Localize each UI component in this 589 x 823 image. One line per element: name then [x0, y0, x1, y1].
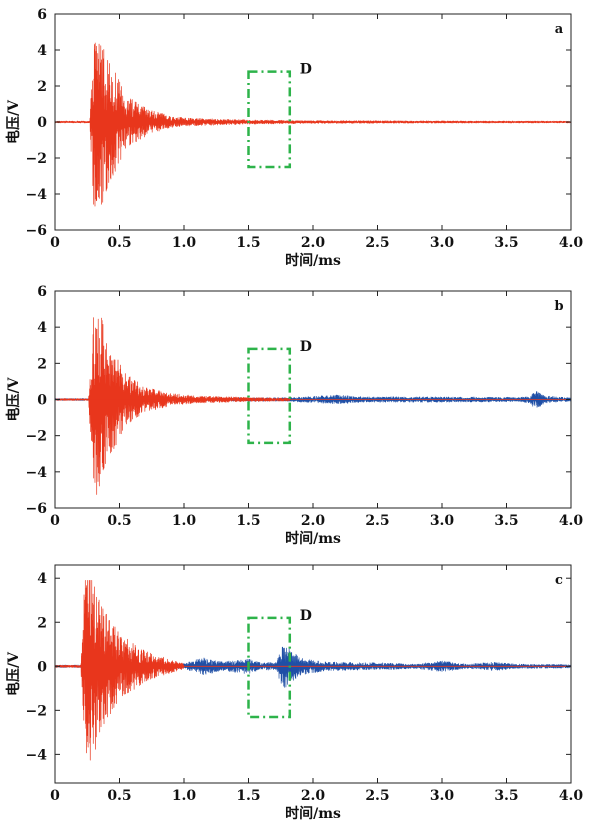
- y-axis-label: 电压/V: [5, 99, 22, 144]
- axes-frame: [54, 564, 572, 784]
- x-tick-label: 1.0: [172, 235, 197, 251]
- y-tick-label: −4: [26, 187, 48, 203]
- x-tick-label: 3.5: [494, 788, 518, 804]
- x-axis-label: 时间/ms: [285, 252, 341, 269]
- y-tick-label: 0: [37, 393, 47, 409]
- panel-b: D 0 0.5 1.0 1.5 2.0 2.5 3.0 3.5 4.0 6 4 2 0 −2 −4 −6 时间/m…: [5, 284, 583, 547]
- y-tick-label: 4: [37, 571, 47, 587]
- region-box-d: [247, 616, 292, 719]
- y-tick-label: −2: [26, 429, 47, 445]
- panel-a: D 0 0.5 1.0 1.5 2.0 2.5 3.0 3.5 4.0 6 4 2 0 −2 −4 −6 时间/m…: [5, 7, 583, 269]
- x-tick-label: 2.5: [365, 513, 389, 529]
- panel-tag: c: [555, 573, 563, 588]
- region-label: D: [300, 608, 312, 624]
- x-tick-label: 4.0: [559, 788, 584, 804]
- x-tick-label: 4.0: [559, 513, 584, 529]
- series-c-1: [55, 580, 185, 761]
- plot-area: [55, 317, 571, 495]
- y-tick-label: 6: [37, 7, 47, 23]
- x-tick-label: 0.5: [107, 788, 131, 804]
- y-tick-label: 2: [37, 356, 47, 372]
- plot-area: [55, 580, 571, 761]
- y-tick-label: −2: [26, 703, 47, 719]
- x-tick-label: 3.5: [494, 235, 518, 251]
- y-tick-label: −6: [26, 501, 47, 517]
- x-tick-label: 4.0: [559, 235, 584, 251]
- x-tick-label: 3.0: [430, 788, 455, 804]
- y-tick-label: −6: [26, 223, 47, 239]
- panel-tag: b: [554, 299, 563, 314]
- x-tick-label: 2.5: [365, 788, 389, 804]
- y-tick-label: 0: [37, 115, 47, 131]
- x-tick-label: 0.5: [107, 235, 131, 251]
- panel-c: D 0 0.5 1.0 1.5 2.0 2.5 3.0 3.5 4.0 4 2 0 −2 −4 时间/ms 电压…: [5, 564, 584, 822]
- y-tick-label: 2: [37, 79, 47, 95]
- y-tick-label: 4: [37, 320, 47, 336]
- y-axis-label: 电压/V: [5, 376, 22, 421]
- x-tick-label: 0: [50, 788, 60, 804]
- y-tick-label: 4: [37, 43, 47, 59]
- y-tick-label: −4: [26, 465, 48, 481]
- series-b-1: [55, 317, 291, 495]
- y-tick-label: 2: [37, 615, 47, 631]
- x-tick-label: 1.5: [236, 235, 260, 251]
- y-tick-label: −4: [26, 747, 48, 763]
- y-tick-label: 0: [37, 659, 47, 675]
- region-box-d: [247, 347, 292, 445]
- x-tick-label: 1.5: [236, 513, 260, 529]
- x-tick-label: 2.0: [301, 235, 326, 251]
- region-box-d: [247, 70, 292, 169]
- region-label: D: [300, 62, 312, 78]
- y-tick-label: −2: [26, 151, 47, 167]
- x-tick-label: 2.0: [301, 788, 326, 804]
- x-axis-label: 时间/ms: [285, 530, 341, 547]
- x-tick-label: 1.5: [236, 788, 260, 804]
- panel-tag: a: [555, 22, 564, 37]
- x-tick-label: 0: [50, 235, 60, 251]
- series-a-0: [55, 42, 571, 207]
- y-tick-label: 6: [37, 284, 47, 300]
- x-tick-label: 2.5: [365, 235, 389, 251]
- x-tick-label: 1.0: [172, 788, 197, 804]
- x-tick-label: 0: [50, 513, 60, 529]
- plot-area: [55, 42, 571, 207]
- x-tick-label: 3.0: [430, 235, 455, 251]
- x-axis-label: 时间/ms: [285, 805, 341, 822]
- x-tick-label: 1.0: [172, 513, 197, 529]
- x-tick-label: 2.0: [301, 513, 326, 529]
- y-axis-label: 电压/V: [5, 651, 22, 696]
- x-tick-label: 3.0: [430, 513, 455, 529]
- x-tick-label: 3.5: [494, 513, 518, 529]
- region-label: D: [300, 339, 312, 355]
- x-tick-label: 0.5: [107, 513, 131, 529]
